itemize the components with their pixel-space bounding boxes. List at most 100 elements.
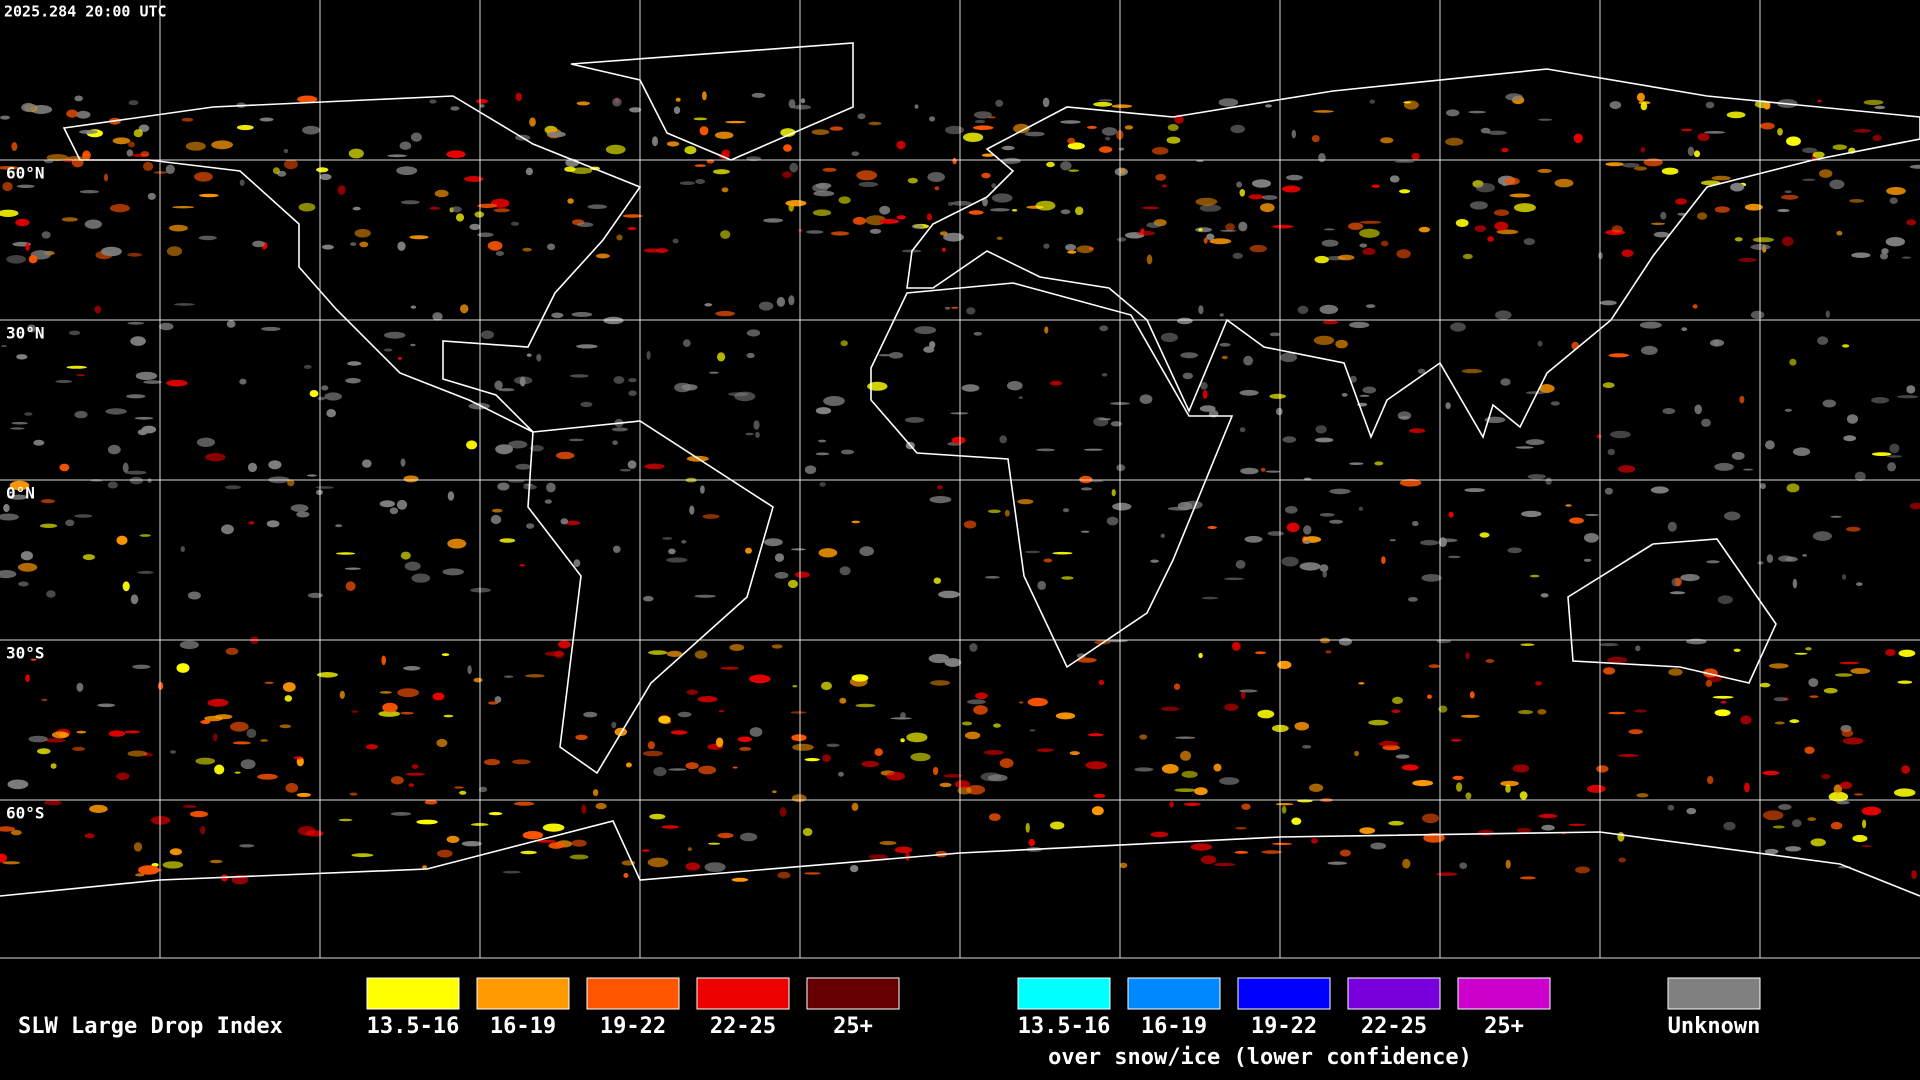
cloud-patch [934, 186, 940, 191]
cloud-patch [1389, 539, 1396, 542]
cloud-patch [324, 392, 343, 401]
cloud-patch [397, 356, 402, 360]
cloud-patch [1335, 339, 1348, 349]
cloud-patch [571, 839, 587, 847]
cloud-patch [1889, 197, 1898, 204]
cloud-patch [789, 162, 798, 173]
cloud-patch [1046, 161, 1055, 168]
cloud-patch [399, 141, 412, 150]
cloud-patch [536, 839, 557, 843]
cloud-patch [9, 480, 30, 491]
legend-label: 13.5-16 [1018, 1014, 1111, 1039]
cloud-patch [679, 181, 696, 185]
cloud-patch [490, 514, 502, 525]
cloud-patch [1568, 823, 1586, 826]
cloud-patch [450, 106, 460, 111]
cloud-patch [1297, 305, 1309, 314]
cloud-patch [112, 137, 131, 145]
cloud-patch [973, 125, 994, 130]
cloud-patch [1359, 220, 1382, 224]
cloud-patch [627, 460, 637, 469]
cloud-patch [1852, 834, 1868, 843]
cloud-patch [746, 352, 755, 359]
cloud-patch [1871, 452, 1892, 456]
cloud-patch [943, 774, 963, 778]
cloud-patch [1412, 780, 1434, 787]
cloud-patch [1368, 719, 1389, 726]
cloud-patch [3, 504, 10, 512]
cloud-patch [1661, 167, 1679, 175]
cloud-patch [963, 520, 977, 529]
cloud-patch [229, 721, 249, 732]
cloud-patch [1849, 199, 1864, 203]
cloud-patch [1705, 680, 1713, 687]
cloud-patch [282, 682, 296, 692]
cloud-patch [97, 703, 115, 708]
cloud-patch [1792, 578, 1798, 589]
cloud-patch [1299, 562, 1321, 571]
cloud-patch [1687, 146, 1695, 157]
cloud-patch [336, 552, 356, 555]
cloud-patch [126, 149, 134, 157]
australia [1567, 538, 1777, 684]
cloud-patch [1304, 540, 1311, 544]
cloud-patch [1219, 313, 1224, 317]
legend-label: 13.5-16 [367, 1014, 460, 1039]
cloud-patch [396, 166, 418, 176]
cloud-patch [1012, 209, 1018, 212]
cloud-patch [287, 479, 295, 487]
cloud-patch [668, 768, 687, 771]
cloud-patch [0, 853, 8, 863]
cloud-patch [396, 499, 408, 510]
cloud-patch [1195, 227, 1212, 233]
cloud-patch [1146, 222, 1162, 229]
cloud-patch [1886, 187, 1906, 195]
cloud-patch [544, 651, 565, 657]
cloud-patch [460, 304, 469, 314]
cloud-patch [1203, 237, 1208, 244]
cloud-patch [1500, 780, 1519, 787]
cloud-patch [1584, 513, 1599, 517]
cloud-patch [1538, 813, 1558, 819]
cloud-patch [721, 187, 729, 193]
cloud-patch [1675, 198, 1687, 205]
cloud-patch [122, 462, 129, 473]
cloud-patch [309, 390, 319, 398]
cloud-patch [544, 499, 552, 504]
cloud-patch [1697, 212, 1708, 220]
cloud-patch [239, 844, 255, 848]
cloud-patch [1667, 521, 1677, 532]
cloud-patch [1076, 657, 1097, 663]
cloud-patch [529, 117, 536, 127]
cloud-patch [857, 113, 866, 120]
cloud-patch [147, 192, 156, 200]
cloud-patch [806, 230, 824, 234]
cloud-patch [50, 763, 57, 769]
cloud-patch [926, 213, 933, 221]
cloud-patch [498, 388, 515, 392]
cloud-patch [76, 374, 85, 377]
cloud-patch [1607, 656, 1628, 664]
cloud-patch [1459, 862, 1468, 869]
cloud-patch [1640, 345, 1658, 355]
cloud-patch [1468, 110, 1486, 114]
cloud-patch [702, 514, 720, 519]
cloud-patch [1794, 652, 1808, 655]
cloud-patch [397, 688, 419, 698]
cloud-patch [570, 167, 593, 174]
cloud-patch [494, 380, 503, 390]
cloud-patch [1822, 399, 1837, 408]
cloud-patch [939, 782, 952, 788]
cloud-patch [1396, 249, 1411, 259]
cloud-patch [1249, 244, 1267, 253]
cloud-patch [432, 312, 443, 321]
cloud-patch [1842, 737, 1864, 745]
cloud-patch [673, 106, 681, 114]
cloud-patch [477, 232, 494, 238]
legend-label: 16-19 [490, 1014, 556, 1039]
cloud-patch [1254, 651, 1267, 655]
cloud-patch [982, 197, 988, 207]
cloud-patch [1207, 526, 1217, 529]
cloud-patch [700, 485, 705, 494]
cloud-patch [1541, 824, 1555, 831]
